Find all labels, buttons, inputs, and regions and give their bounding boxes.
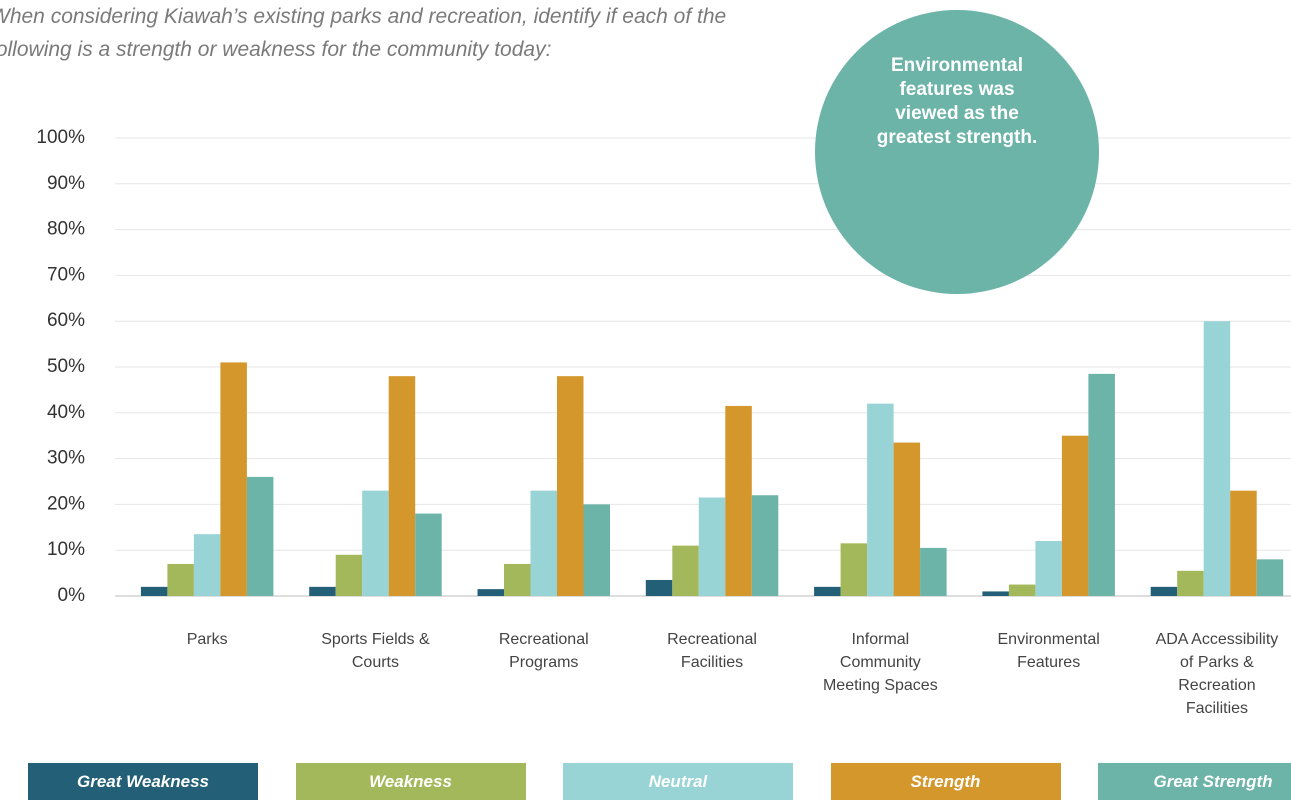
bar	[335, 554, 363, 596]
bar	[672, 545, 699, 596]
bar	[557, 376, 584, 596]
bar	[504, 563, 531, 596]
y-tick-label: 70%	[47, 264, 85, 285]
bar	[1230, 490, 1257, 596]
bar	[698, 497, 726, 596]
bar	[867, 403, 894, 596]
x-tick-label: ADA Accessibility of Parks & Recreation …	[1155, 631, 1279, 717]
y-tick-label: 40%	[47, 402, 85, 423]
bar	[920, 547, 947, 596]
bar	[751, 495, 779, 596]
bar	[814, 586, 841, 596]
x-tick-label: Recreational Programs	[498, 631, 589, 671]
y-tick-label: 0%	[58, 585, 86, 606]
x-tick-label: Recreational Facilities	[667, 631, 757, 671]
y-tick-label: 60%	[47, 310, 85, 331]
bar	[193, 534, 221, 596]
bar	[220, 362, 247, 596]
bar	[725, 405, 752, 596]
y-tick-label: 90%	[47, 173, 85, 194]
y-tick-label: 30%	[47, 448, 85, 469]
bar	[1035, 541, 1062, 596]
bar	[982, 591, 1009, 596]
bar	[1008, 584, 1036, 596]
bar	[1256, 559, 1284, 596]
legend-entry: Great Strength	[1098, 763, 1291, 800]
chart-title: When considering Kiawah’s existing parks…	[0, 5, 727, 61]
annotation-bubble: Environmental features was viewed as the…	[815, 10, 1099, 294]
bar	[309, 586, 336, 596]
legend-entry: Strength	[830, 763, 1061, 800]
bar	[1088, 373, 1115, 596]
bar	[583, 504, 610, 596]
bar	[840, 543, 868, 596]
x-tick-label: Environmental Features	[997, 631, 1100, 671]
y-tick-label: 10%	[47, 539, 85, 560]
y-tick-label: 100%	[36, 127, 85, 148]
x-tick-label: Informal Community Meeting Spaces	[822, 631, 938, 694]
bar	[893, 442, 921, 596]
x-tick-label: Parks	[186, 631, 228, 648]
y-tick-label: 50%	[47, 356, 85, 377]
bar	[1203, 321, 1231, 596]
legend-entry: Neutral	[563, 763, 793, 800]
bar	[415, 513, 442, 596]
bar	[167, 563, 194, 596]
bar	[530, 490, 557, 596]
legend-entry: Great Weakness	[28, 763, 258, 800]
x-tick-label: Sports Fields & Courts	[321, 631, 430, 671]
bar	[477, 589, 504, 596]
bar	[1177, 570, 1204, 596]
bar	[140, 586, 168, 596]
annotation: Environmental features was viewed as the…	[876, 55, 1038, 148]
bar	[388, 376, 416, 596]
bar	[1061, 435, 1089, 596]
bar	[246, 476, 274, 596]
y-tick-label: 20%	[47, 493, 85, 514]
bar	[362, 490, 389, 596]
bar	[645, 579, 673, 596]
bar	[1150, 586, 1178, 596]
y-tick-label: 80%	[47, 219, 85, 240]
legend-entry: Weakness	[295, 763, 526, 800]
